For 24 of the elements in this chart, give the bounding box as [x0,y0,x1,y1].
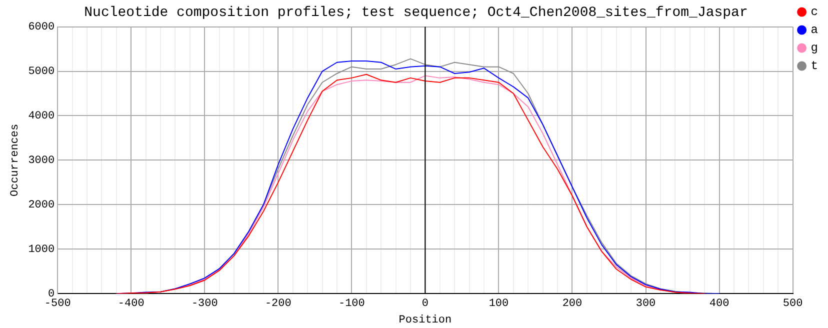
x-tick-label: 0 [422,298,429,310]
x-tick-label: -300 [191,298,218,310]
legend-label: c [810,5,818,20]
x-tick-label: 400 [709,298,730,310]
y-tick-label: 2000 [28,200,55,212]
chart-title: Nucleotide composition profiles; test sequence; Oct4_Chen2008_sites_from_Jaspar [84,5,748,22]
x-tick-label: 200 [562,298,582,310]
x-tick-label: 300 [636,298,656,310]
y-tick-label: 4000 [28,110,55,123]
y-axis-title: Occurrences [10,124,22,197]
x-axis-title: Position [398,314,452,326]
y-tick-label: 3000 [28,155,55,168]
y-tick-label: 1000 [28,244,55,256]
x-tick-label: -100 [338,298,365,310]
x-tick-label: 500 [782,298,803,310]
x-tick-label: -400 [118,298,144,310]
y-tick-label: 5000 [28,66,55,78]
y-tick-label: 6000 [28,22,55,34]
x-tick-label: -200 [264,298,292,310]
x-tick-label: 100 [488,298,509,310]
legend-label: g [810,41,818,56]
legend-label: t [810,59,818,74]
x-tick-label: -500 [44,298,71,310]
legend-label: a [810,23,818,38]
